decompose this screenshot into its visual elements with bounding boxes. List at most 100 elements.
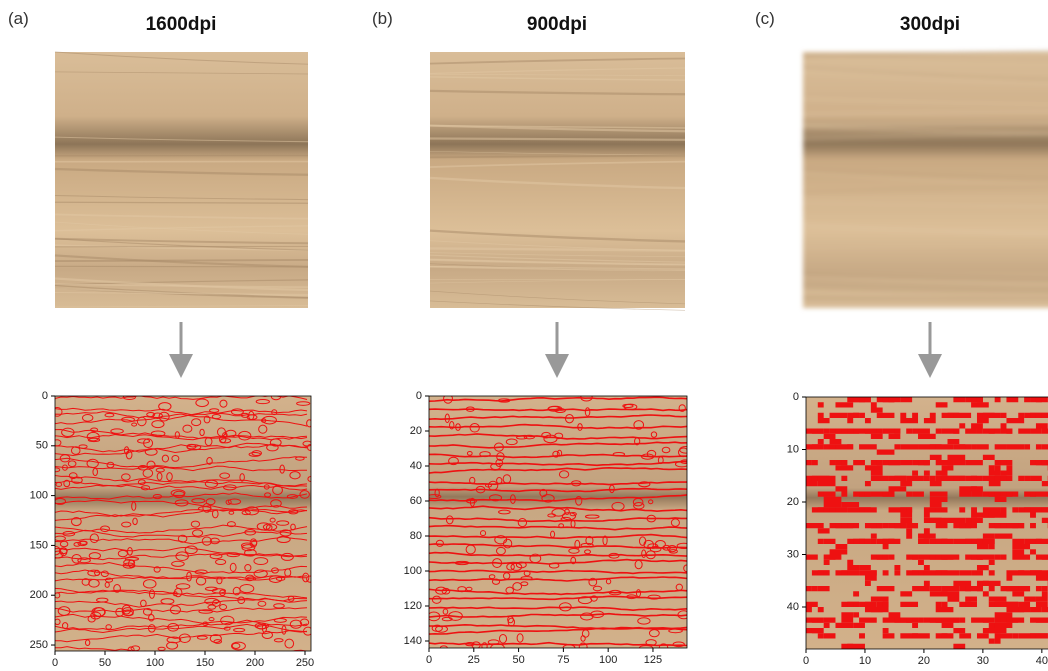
edge-blob [516, 435, 528, 440]
edge-pixel [1035, 423, 1048, 429]
edge-pixel [888, 507, 907, 513]
edge-pixel [870, 538, 877, 544]
edge-pixel [870, 475, 889, 481]
edge-blob [241, 544, 256, 552]
edge-blob [146, 460, 156, 470]
edge-blob [290, 523, 296, 531]
edge-blob [608, 589, 622, 596]
edge-blob [444, 413, 450, 424]
edge-blob [90, 427, 99, 433]
edge-pixel [864, 580, 871, 586]
edge-pixel [1041, 428, 1048, 434]
wood-grain [54, 259, 309, 263]
edge-pixel [823, 570, 830, 576]
edge-blob [634, 559, 643, 570]
edge-pixel [971, 423, 983, 429]
x-tick-label: 100 [599, 654, 617, 666]
edge-line [429, 466, 687, 474]
wood-grain [429, 259, 686, 266]
edge-blob [160, 598, 175, 605]
edge-line [55, 413, 308, 427]
edge-pixel [1006, 418, 1025, 424]
edge-blob [541, 431, 552, 439]
edge-blob [191, 529, 204, 537]
edge-pixel [847, 570, 860, 576]
edge-pixel [935, 607, 954, 613]
edge-blob [678, 447, 687, 458]
edge-blob [547, 513, 557, 518]
edge-pixel [882, 538, 895, 544]
edge-pixel [923, 533, 930, 539]
edge-blob [78, 444, 88, 449]
edge-blob [547, 406, 561, 412]
edge-pixel [941, 633, 948, 639]
edge-blob [220, 615, 235, 626]
edge-pixel [1035, 538, 1048, 544]
edge-pixel [900, 444, 919, 450]
edge-blob [580, 542, 594, 548]
edge-blob [645, 639, 657, 646]
edge-blob [228, 510, 235, 515]
edge-pixel [811, 428, 824, 434]
edge-pixel [935, 538, 948, 544]
edge-blob [602, 535, 608, 546]
edge-pixel [823, 617, 836, 623]
edge-blob [280, 552, 294, 561]
edge-pixel [847, 523, 854, 529]
edge-pixel [912, 470, 919, 476]
edge-pixel [888, 538, 901, 544]
edge-blob [239, 473, 245, 482]
wood-surface [55, 52, 308, 308]
edge-line [429, 569, 687, 575]
edge-blob [211, 599, 221, 607]
edge-pixel [906, 507, 913, 513]
wood-grain [802, 226, 1048, 234]
edge-blob [273, 638, 284, 643]
edge-map [428, 395, 688, 649]
wood-image [54, 51, 309, 308]
edge-blob [137, 438, 151, 444]
edge-pixel [918, 460, 930, 466]
edge-blob [244, 564, 252, 572]
edge-blob [173, 490, 185, 499]
edge-blob [584, 514, 600, 519]
edge-pixel [864, 575, 877, 581]
edge-blob [55, 407, 63, 417]
edge-pixel [853, 612, 860, 618]
edge-blob [577, 423, 583, 431]
wood-grain [429, 265, 686, 270]
edge-pixel [1041, 554, 1048, 560]
edge-blob [253, 557, 269, 566]
edge-blob [431, 624, 443, 632]
edge-pixel [935, 460, 954, 466]
edge-pixel [829, 460, 836, 466]
edge-pixel [817, 418, 830, 424]
edge-blob [198, 609, 214, 614]
edge-blob [670, 518, 680, 527]
edge-pixel [935, 402, 948, 408]
edge-blob [79, 540, 88, 545]
edge-blob [276, 535, 291, 544]
edge-pixel [906, 475, 924, 481]
edge-blob [299, 490, 310, 499]
wood-grain [802, 125, 1048, 135]
edge-blob [257, 600, 267, 607]
edge-pixel [918, 433, 936, 439]
edge-pixel [900, 601, 919, 607]
edge-pixel [882, 554, 889, 560]
wood-grain [54, 213, 309, 220]
edge-pixel [1006, 575, 1013, 581]
edge-pixel [806, 523, 824, 529]
edge-pixel [941, 622, 954, 628]
edge-pixel [906, 617, 913, 623]
edge-pixel [971, 486, 983, 492]
edge-pixel [817, 586, 830, 592]
edge-pixel [982, 591, 989, 597]
edge-pixel [935, 507, 942, 513]
edge-pixel [935, 470, 948, 476]
edge-pixel [929, 502, 942, 508]
edge-pixel [1030, 607, 1042, 613]
edge-blob [611, 501, 625, 511]
edge-line [55, 508, 308, 521]
edge-pixel [994, 397, 1001, 403]
